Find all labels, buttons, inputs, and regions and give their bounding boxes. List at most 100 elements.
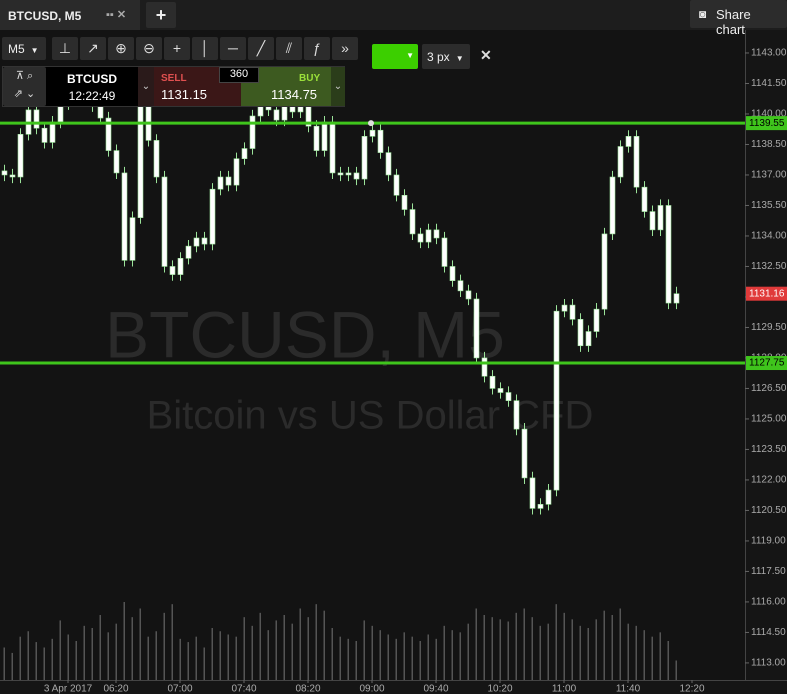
volume-bar (195, 636, 197, 680)
close-toolbar[interactable]: ✕ (480, 47, 492, 63)
volume-bar (139, 608, 141, 680)
volume-bar (107, 632, 109, 680)
volume-bar (579, 625, 581, 680)
sell-label: SELL (161, 73, 187, 84)
candle-body (593, 308, 600, 332)
candle-body (345, 172, 352, 176)
volume-bar (395, 638, 397, 680)
sell-menu[interactable]: ⌄ (138, 67, 154, 106)
volume-bar (403, 632, 405, 680)
tool[interactable]: │ (192, 37, 218, 60)
candle-body (481, 357, 488, 377)
candle-body (465, 290, 472, 300)
candle-body (209, 188, 216, 245)
candle-body (17, 134, 24, 178)
candle-body (561, 304, 568, 312)
candle-body (169, 266, 176, 275)
volume-bar (363, 620, 365, 680)
y-tick-label: 1137.00 (751, 170, 787, 181)
candle-body (369, 129, 376, 137)
candle-body (177, 258, 184, 275)
volume-bar (563, 612, 565, 680)
volume-bar (59, 620, 61, 680)
buy-menu[interactable]: ⌄ (331, 67, 345, 106)
volume-bar (595, 619, 597, 680)
volume-bar (379, 630, 381, 680)
volume-bar (163, 612, 165, 680)
tool[interactable]: » (332, 37, 358, 60)
candle-body (377, 129, 384, 153)
volume-bar (467, 623, 469, 680)
candle-body (601, 233, 608, 310)
chart-tab[interactable]: BTCUSD, M5 ▪▪ ✕ (0, 0, 140, 30)
tool[interactable]: ⊖ (136, 37, 162, 60)
width-label: 3 px (427, 50, 450, 64)
candle-body (553, 310, 560, 491)
candle-body (393, 174, 400, 196)
candle-body (433, 229, 440, 239)
volume-bar (451, 630, 453, 680)
x-tick-label: 3 Apr 2017 (44, 684, 93, 694)
volume-bar (171, 604, 173, 680)
volume-bar (587, 628, 589, 680)
candle-body (497, 388, 504, 393)
candle-body (249, 115, 256, 149)
y-tick-label: 1126.50 (751, 383, 787, 394)
y-tick-label: 1140.00 (751, 109, 787, 120)
volume-bar (443, 625, 445, 680)
timeframe-select[interactable]: M5 ▼ (2, 37, 46, 60)
candle-body (545, 489, 552, 505)
tab-icons[interactable]: ▪▪ ✕ (106, 9, 127, 21)
candle-body (649, 211, 656, 231)
volume-bar (187, 642, 189, 680)
tool[interactable]: ╱ (248, 37, 274, 60)
candle-body (1, 170, 8, 176)
volume-bar (179, 638, 181, 680)
volume-bar (251, 625, 253, 680)
add-tab[interactable]: + (146, 2, 176, 28)
color-picker[interactable]: ▼ (372, 44, 418, 69)
candle-body (97, 105, 104, 119)
ticket-icons[interactable]: ⊼ ⌕ ⇗ ⌄ (3, 67, 46, 106)
x-tick-label: 08:20 (295, 684, 320, 694)
candle-body (233, 158, 240, 186)
y-tick-label: 1134.00 (751, 231, 787, 242)
candle-body (121, 172, 128, 261)
level-label: 1139.55 (749, 118, 785, 129)
candle-body (657, 205, 664, 231)
share-label: Share chart (716, 7, 751, 37)
candle-body (353, 172, 360, 180)
width-select[interactable]: 3 px ▼ (422, 44, 470, 69)
x-tick-label: 11:00 (552, 684, 577, 694)
volume-bar (155, 631, 157, 680)
volume-bar (387, 634, 389, 680)
price-axis (745, 30, 787, 680)
tool[interactable]: ƒ (304, 37, 330, 60)
candle-body (137, 101, 144, 218)
x-tick-label: 10:20 (487, 684, 512, 694)
tool[interactable]: ⊕ (108, 37, 134, 60)
candle-body (665, 205, 672, 304)
candle-body (577, 319, 584, 347)
volume-bar (371, 625, 373, 680)
x-tick-label: 09:40 (423, 684, 448, 694)
candle-body (361, 136, 368, 180)
volume-bar (147, 636, 149, 680)
candle-body (41, 127, 48, 143)
candle-body (673, 293, 680, 304)
share-button[interactable]: ◙ Share chart (690, 0, 787, 37)
volume-bar (491, 617, 493, 680)
candle-body (409, 209, 416, 235)
candle-body (425, 229, 432, 243)
volume-bar (355, 641, 357, 680)
tool[interactable]: ↗ (80, 37, 106, 60)
tool[interactable]: ⫽ (276, 37, 302, 60)
volume-bar (539, 625, 541, 680)
tool[interactable]: ⊥ (52, 37, 78, 60)
volume-bar (115, 623, 117, 680)
tool[interactable]: + (164, 37, 190, 60)
volume-bar (555, 604, 557, 680)
tool[interactable]: ─ (220, 37, 246, 60)
candle-body (49, 121, 56, 143)
